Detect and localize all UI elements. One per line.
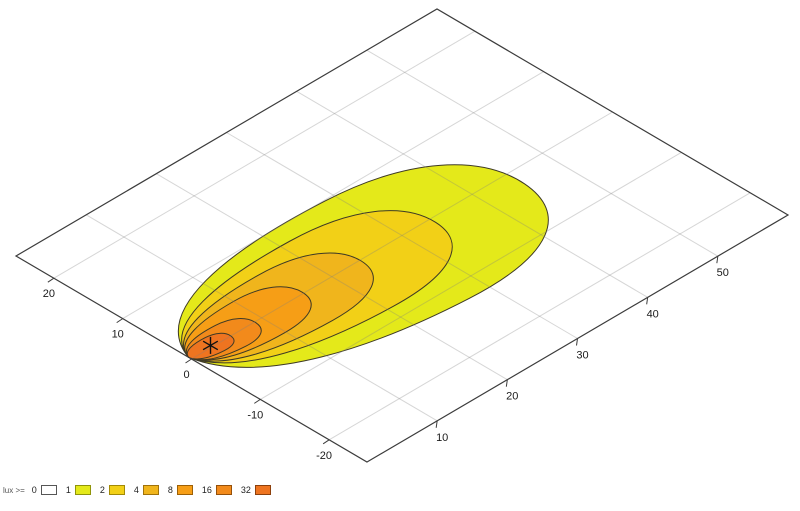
legend-item-2: 2 xyxy=(100,485,125,495)
legend-items: 0 1 2 4 8 16 32 xyxy=(32,485,280,495)
x-tick-label: 30 xyxy=(576,350,588,362)
legend-item-value: 2 xyxy=(99,485,105,495)
y-tick xyxy=(322,439,330,445)
grid-line-x xyxy=(156,173,508,381)
y-tick xyxy=(47,277,55,283)
legend-item-16: 16 xyxy=(202,485,232,495)
legend-swatch xyxy=(74,485,91,495)
x-tick-label: 40 xyxy=(647,308,659,320)
grid xyxy=(53,30,751,441)
y-tick-label: 0 xyxy=(183,369,189,381)
y-tick-label: 20 xyxy=(43,288,55,300)
legend-item-value: 32 xyxy=(240,485,251,495)
legend-item-8: 8 xyxy=(168,485,193,495)
grid-line-y xyxy=(260,151,682,400)
legend-item-4: 4 xyxy=(134,485,159,495)
y-tick-label: -10 xyxy=(247,409,263,421)
x-tick xyxy=(505,379,508,387)
y-tick xyxy=(185,358,192,364)
legend-item-1: 1 xyxy=(66,485,91,495)
y-tick-label: -20 xyxy=(316,450,332,462)
legend-swatch xyxy=(142,485,159,495)
legend-swatch xyxy=(40,485,57,495)
legend-item-0: 0 xyxy=(32,485,57,495)
grid-line-x xyxy=(85,214,438,422)
x-tick xyxy=(435,420,438,428)
y-tick xyxy=(116,318,123,324)
x-tick-label: 50 xyxy=(717,267,729,279)
grid-line-y xyxy=(328,192,751,441)
tick-labels: 10 20 30 40 50 20 10 0 -10 -20 xyxy=(43,267,729,462)
grid-line-y xyxy=(122,71,544,320)
ticks xyxy=(47,256,719,445)
legend-item-value: 8 xyxy=(167,485,173,495)
legend-item-32: 32 xyxy=(241,485,271,495)
x-tick-label: 10 xyxy=(436,432,448,444)
x-tick-label: 20 xyxy=(506,391,518,403)
x-tick xyxy=(646,297,649,305)
legend-title: lux >= xyxy=(3,485,25,495)
source-marker-arm xyxy=(202,340,219,351)
y-tick-label: 10 xyxy=(112,329,124,341)
grid-line-x xyxy=(226,132,578,339)
x-tick xyxy=(716,256,719,264)
lux-legend: lux >= 0 1 2 4 8 16 32 xyxy=(3,485,280,495)
legend-swatch xyxy=(215,485,232,495)
grid-line-x xyxy=(296,90,648,298)
legend-swatch xyxy=(108,485,125,495)
legend-swatch xyxy=(254,485,271,495)
x-tick xyxy=(576,338,578,346)
y-tick xyxy=(254,398,261,404)
grid-line-y xyxy=(53,30,476,279)
legend-item-value: 1 xyxy=(65,485,71,495)
grid-line-x xyxy=(366,49,719,257)
grid-line-y xyxy=(191,111,613,360)
legend-swatch xyxy=(176,485,193,495)
legend-item-value: 16 xyxy=(201,485,212,495)
source-marker xyxy=(202,336,219,354)
legend-item-value: 0 xyxy=(31,485,37,495)
legend-item-value: 4 xyxy=(133,485,139,495)
